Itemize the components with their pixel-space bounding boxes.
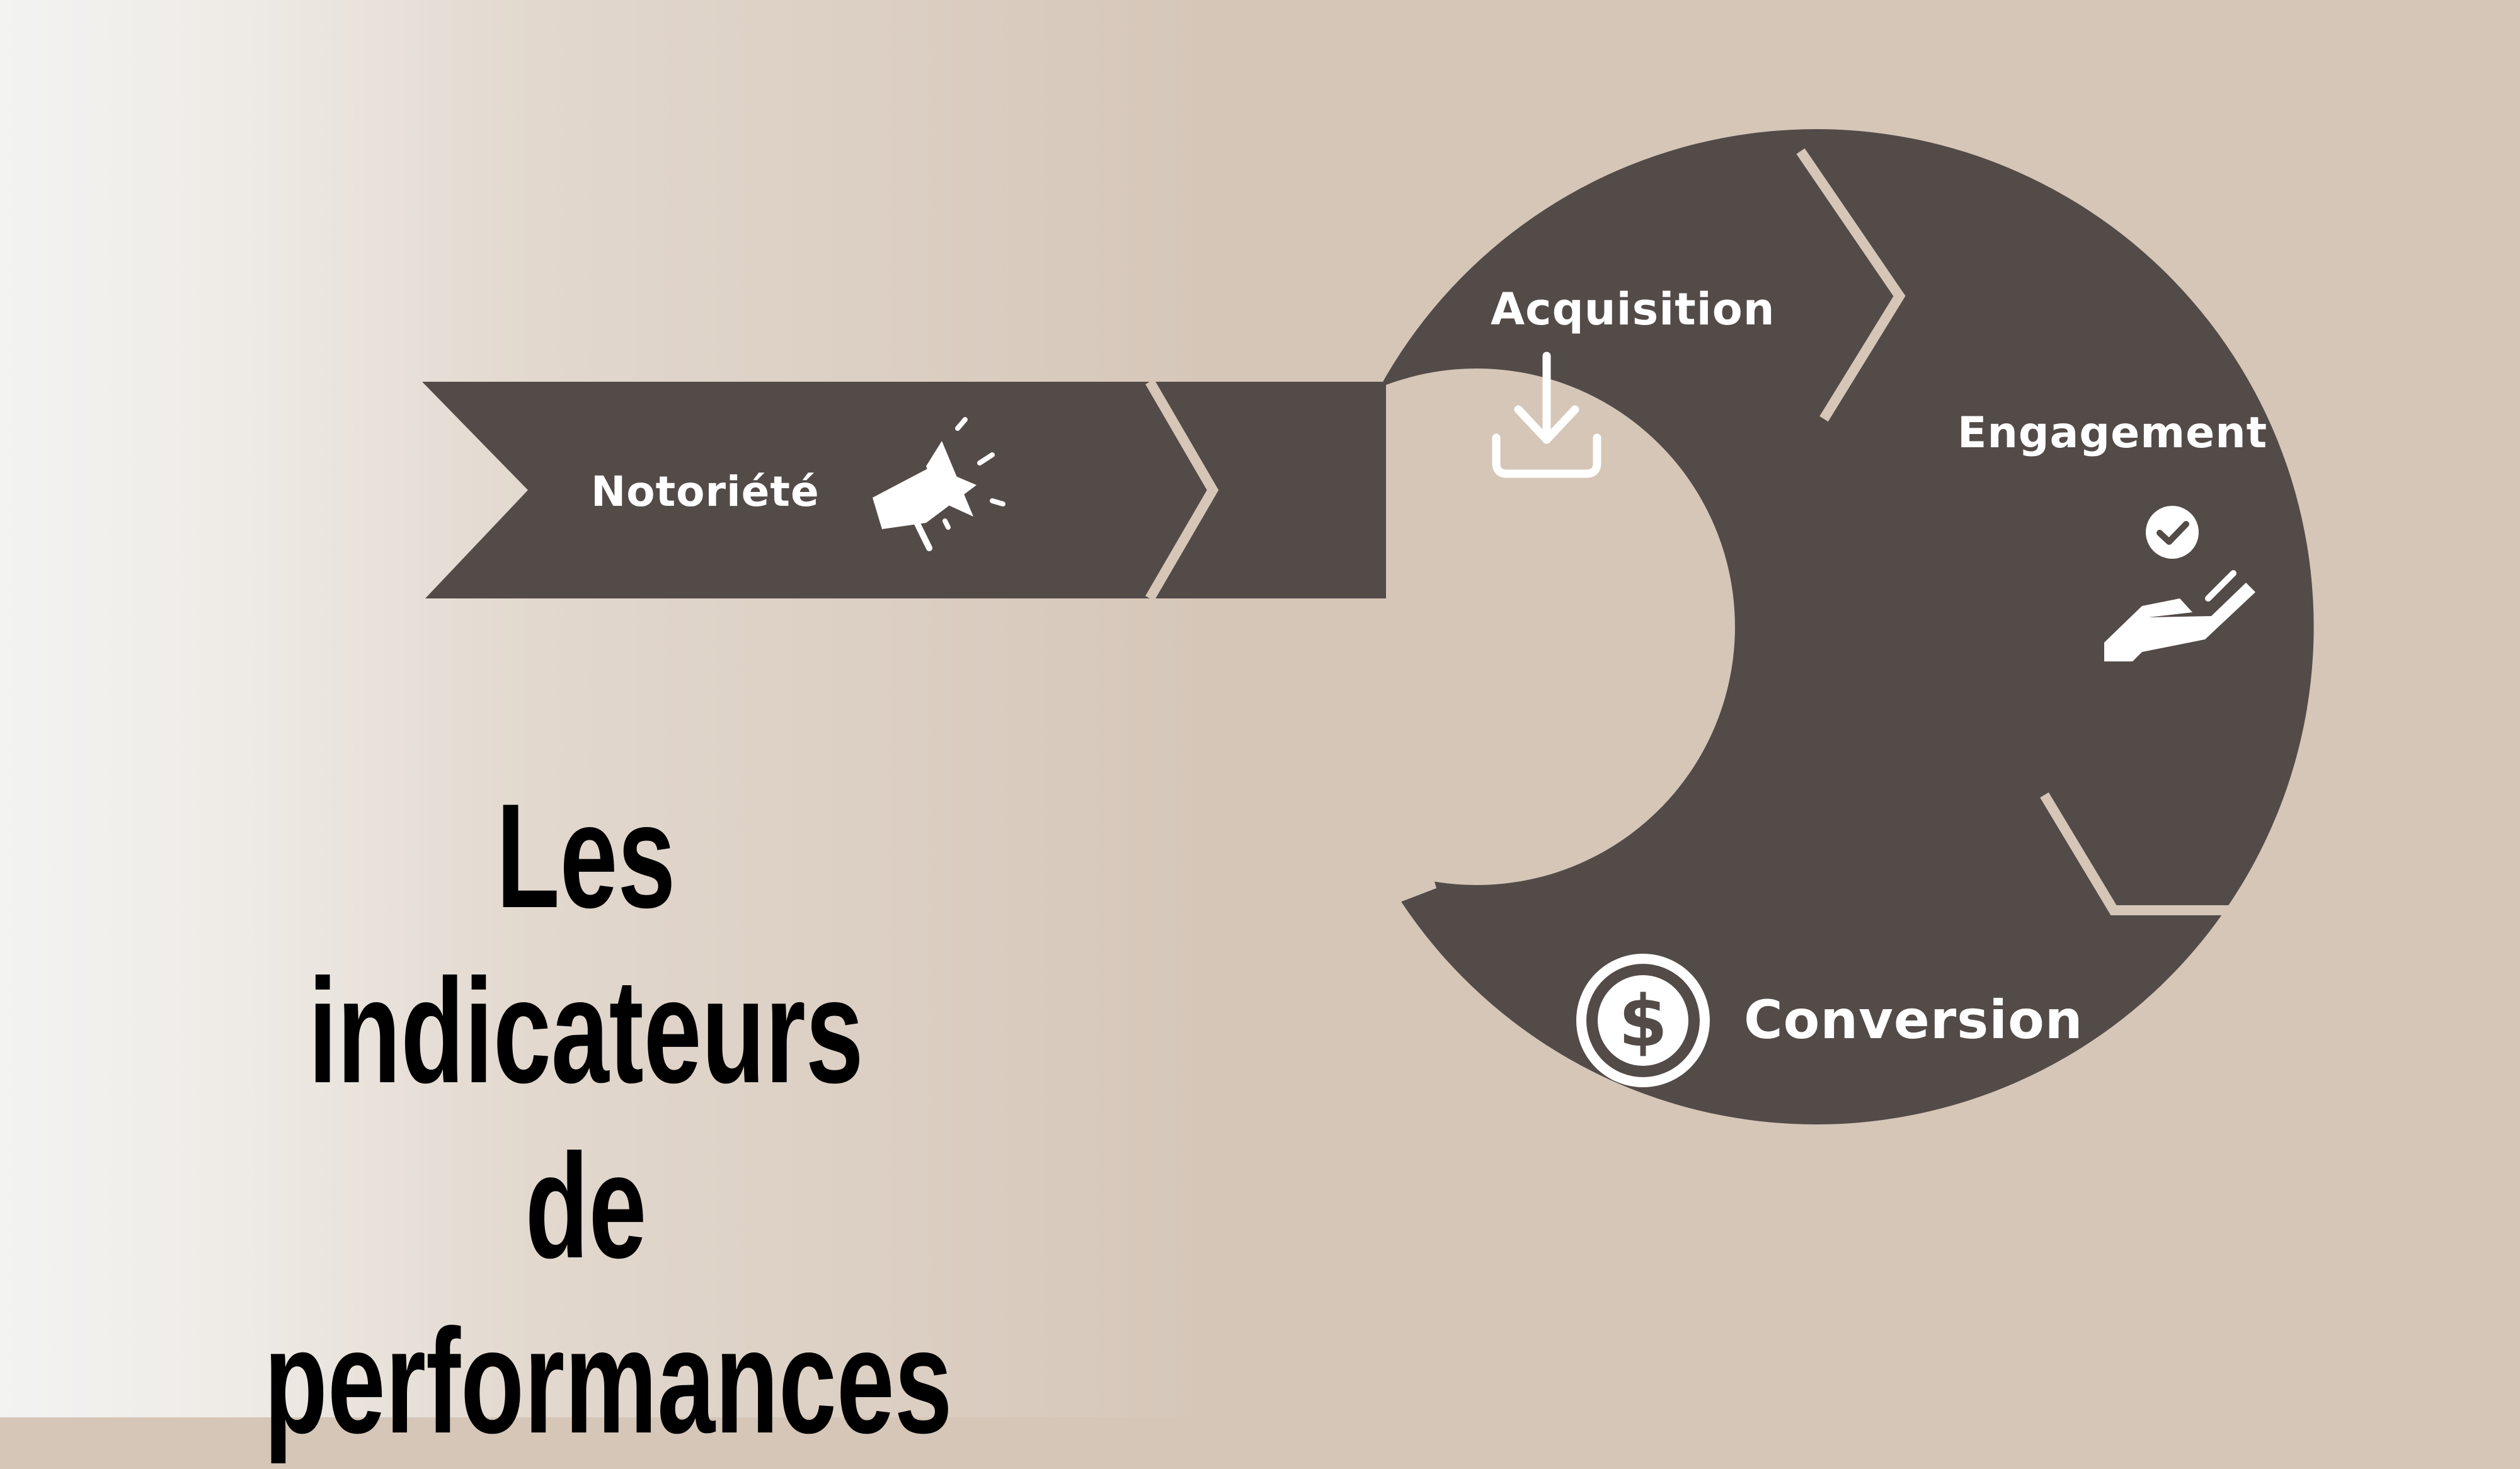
title-line-1: Les indicateurs (308, 773, 864, 1114)
separator-engagement-conversion (2040, 792, 2271, 915)
separator-acquisition-engagement (1796, 148, 1906, 422)
hand-check-icon (2104, 506, 2255, 661)
cycle-ring (1380, 129, 2314, 1125)
ring-gap (1273, 738, 1436, 920)
stage-label-acquisition: Acquisition (1491, 283, 1775, 335)
dollar-coin-icon: $ (1576, 954, 1710, 1087)
stage-label-engagement: Engagement (1957, 408, 2268, 458)
page-title: Les indicateurs de performances (264, 769, 953, 1469)
download-icon (1492, 352, 1601, 478)
megaphone-icon (873, 417, 1005, 551)
title-line-2: de (525, 1123, 647, 1289)
svg-text:$: $ (1618, 981, 1668, 1063)
background-gradient (0, 0, 1191, 1417)
separator-ribbon (1145, 379, 1219, 602)
stage-label-notoriete: Notoriété (591, 467, 820, 516)
stage-label-conversion: Conversion (1744, 989, 2083, 1051)
title-line-3: performances (264, 1298, 953, 1465)
funnel-cycle-diagram: $ (422, 129, 2314, 1125)
